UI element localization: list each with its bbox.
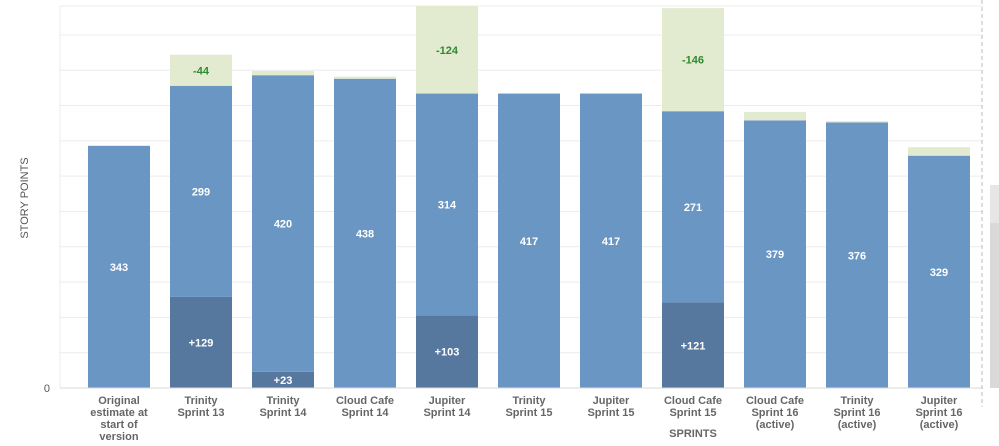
- bar-segment-added[interactable]: [662, 302, 724, 388]
- x-tick-label: Sprint 15: [587, 407, 634, 419]
- data-label: 299: [192, 186, 210, 198]
- x-tick-label: Sprint 16: [751, 407, 798, 419]
- x-tick-label: Trinity: [266, 395, 300, 407]
- bar-segment-added[interactable]: [252, 371, 314, 388]
- x-tick-label: Cloud Cafe: [746, 395, 804, 407]
- y-tick-label: 0: [44, 383, 50, 395]
- x-tick-label: Cloud Cafe: [664, 395, 722, 407]
- x-tick-label: Trinity: [840, 395, 874, 407]
- x-tick-label: Sprint 13: [177, 407, 224, 419]
- data-label: 271: [684, 202, 702, 214]
- x-tick-label: (active): [838, 419, 877, 431]
- x-tick-label: Sprint 14: [259, 407, 307, 419]
- data-label: 417: [520, 236, 538, 248]
- x-tick-label: (active): [756, 419, 795, 431]
- x-tick-label: Trinity: [184, 395, 218, 407]
- data-label: 438: [356, 228, 374, 240]
- x-tick-label: start of: [100, 419, 138, 431]
- bar-segment-added[interactable]: [170, 296, 232, 388]
- data-label: 379: [766, 249, 784, 261]
- bar-segment-remaining[interactable]: [334, 78, 396, 389]
- bar-segment-remaining[interactable]: [580, 93, 642, 389]
- x-tick-label: Trinity: [512, 395, 546, 407]
- x-tick-label: Original: [98, 395, 140, 407]
- bar-segment-remaining[interactable]: [170, 85, 232, 297]
- data-label: +121: [681, 340, 706, 352]
- x-axis-title: SPRINTS: [669, 428, 717, 440]
- data-label: +129: [189, 337, 214, 349]
- bar-segment-remaining[interactable]: [252, 75, 314, 372]
- bar-segment-remaining[interactable]: [908, 155, 970, 388]
- x-tick-label: Sprint 16: [833, 407, 880, 419]
- data-label: -124: [436, 45, 459, 57]
- x-tick-label: Sprint 15: [505, 407, 552, 419]
- x-tick-label: version: [99, 431, 138, 443]
- bar-segment-remaining[interactable]: [662, 111, 724, 303]
- x-tick-label: Jupiter: [593, 395, 630, 407]
- data-label: -146: [682, 55, 704, 67]
- x-tick-label: estimate at: [90, 407, 148, 419]
- bar-segment-remaining[interactable]: [416, 93, 478, 316]
- data-label: +103: [435, 347, 460, 359]
- bar-segment-removed[interactable]: [908, 147, 970, 156]
- x-tick-label: Sprint 15: [669, 407, 716, 419]
- data-label: 329: [930, 267, 948, 279]
- bar-segment-removed[interactable]: [662, 8, 724, 112]
- bar-segment-removed[interactable]: [334, 76, 396, 79]
- bar-segment-removed[interactable]: [744, 111, 806, 121]
- y-axis-title: STORY POINTS: [19, 157, 31, 238]
- data-label: +23: [274, 375, 293, 387]
- data-label: 417: [602, 236, 620, 248]
- bars: 343 +129 299 -44 +23 420 438 +103 314 -124 417 417 +…: [88, 6, 970, 389]
- x-tick-label: (active): [920, 419, 959, 431]
- bar-segment-added[interactable]: [416, 315, 478, 388]
- bar-segment-removed[interactable]: [252, 70, 314, 76]
- bar-segment-remaining[interactable]: [744, 120, 806, 388]
- data-label: -44: [193, 65, 210, 77]
- x-tick-label: Sprint 16: [915, 407, 962, 419]
- bar-segment-remaining[interactable]: [826, 122, 888, 388]
- x-tick-label: Sprint 14: [423, 407, 471, 419]
- data-label: 314: [438, 199, 457, 211]
- x-tick-label: Cloud Cafe: [336, 395, 394, 407]
- data-label: 420: [274, 218, 292, 230]
- bar-segment-remaining[interactable]: [498, 93, 560, 389]
- data-label: 376: [848, 250, 866, 262]
- bar-segment-removed[interactable]: [170, 54, 232, 86]
- bar-segment-removed[interactable]: [416, 6, 478, 94]
- x-tick-label: Jupiter: [921, 395, 958, 407]
- data-label: 343: [110, 262, 128, 274]
- x-tick-label: Sprint 14: [341, 407, 389, 419]
- x-tick-label: Jupiter: [429, 395, 466, 407]
- bar-segment-remaining[interactable]: [88, 145, 150, 388]
- scrollbar-thumb[interactable]: [990, 223, 999, 388]
- bar-segment-removed[interactable]: [826, 121, 888, 123]
